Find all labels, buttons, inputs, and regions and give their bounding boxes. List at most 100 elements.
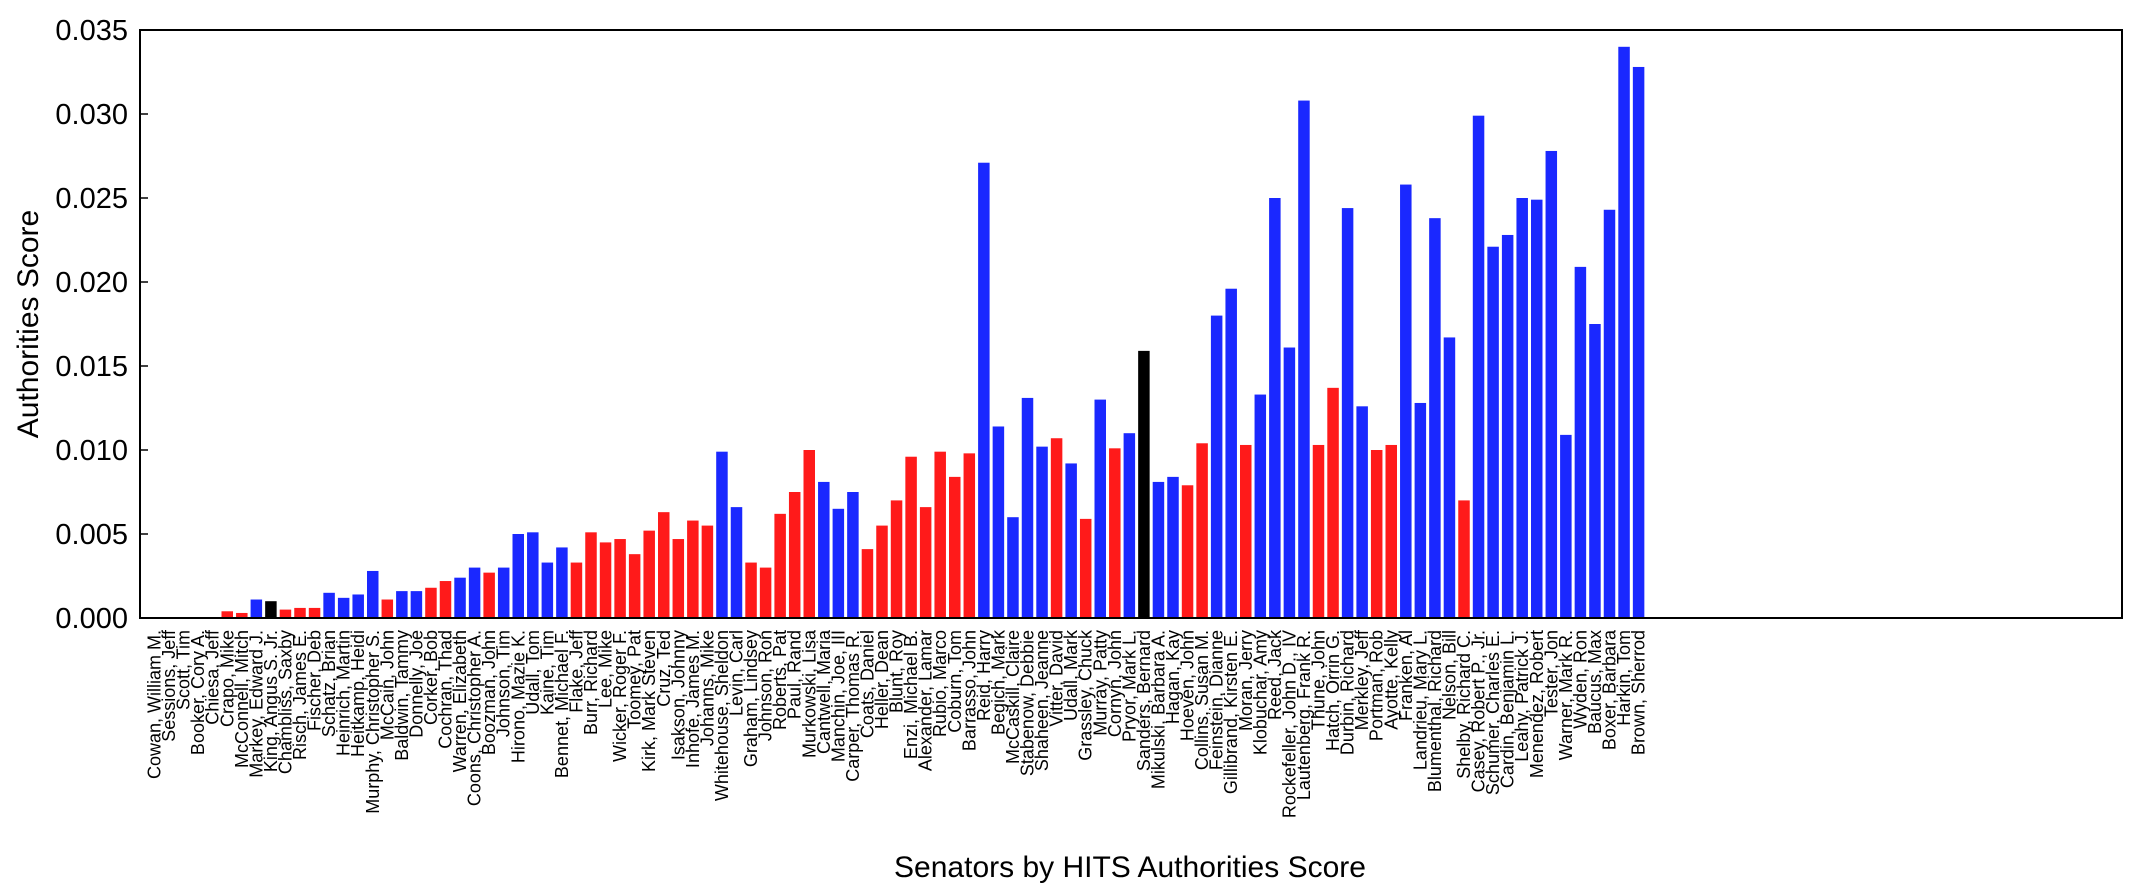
x-tick-label: Kirk, Mark Steven xyxy=(639,630,659,772)
x-tick-label: Hatch, Orrin G. xyxy=(1323,630,1343,751)
x-tick-label: Johanns, Mike xyxy=(697,630,717,746)
x-tick-label: Whitehouse, Sheldon xyxy=(712,630,732,801)
bar xyxy=(716,451,728,618)
bar xyxy=(221,611,233,618)
bar xyxy=(497,567,510,618)
x-tick-label: Boozman, John xyxy=(479,630,499,755)
x-tick-label: Cantwell, Maria xyxy=(814,629,834,754)
x-tick-label: Nelson, Bill xyxy=(1439,630,1459,720)
x-tick-label: Crapo, Mike xyxy=(217,630,237,727)
bar xyxy=(1618,46,1630,619)
bar xyxy=(1123,433,1136,618)
x-tick-label: Barrasso, John xyxy=(959,630,979,751)
x-tick-label: Klobuchar, Amy xyxy=(1250,630,1270,755)
bar xyxy=(381,599,394,618)
x-tick-label: Shelby, Richard C. xyxy=(1454,630,1474,779)
x-tick-label: Toomey, Pat xyxy=(625,630,645,729)
x-tick-label: Udall, Mark xyxy=(1061,629,1081,721)
x-tick-label: Sessions, Jeff xyxy=(159,629,179,742)
bar xyxy=(803,450,815,618)
bar xyxy=(614,539,626,618)
bar xyxy=(949,476,961,618)
bar xyxy=(527,532,539,618)
bar xyxy=(396,591,408,618)
bar xyxy=(759,567,772,618)
x-tick-label: Casey, Robert P., Jr. xyxy=(1469,630,1489,792)
bar xyxy=(294,607,306,618)
y-axis: 0.000 0.005 0.010 0.015 0.020 0.025 0.030 0.035 xyxy=(55,15,148,635)
y-tick-label: 0.000 xyxy=(55,603,128,635)
bar xyxy=(1458,500,1470,618)
x-tick-label: Levin, Carl xyxy=(727,630,747,716)
bar xyxy=(818,481,830,618)
x-tick-label: Corker, Bob xyxy=(421,630,441,725)
bar xyxy=(1370,450,1383,618)
bar xyxy=(1501,234,1514,618)
bar xyxy=(1400,184,1412,618)
x-tick-label: Feinstein, Dianne xyxy=(1207,630,1227,770)
bar xyxy=(992,426,1005,618)
x-tick-label: Collins, Susan M. xyxy=(1192,630,1212,770)
x-tick-label: Chambliss, Saxby xyxy=(275,630,295,774)
bars-group xyxy=(221,46,1645,619)
x-tick-label: Coons, Christopher A. xyxy=(465,630,485,806)
bar xyxy=(1269,198,1281,618)
x-tick-label: McCain, John xyxy=(377,630,397,740)
bar xyxy=(337,597,350,618)
x-tick-label: Booker, Cory A. xyxy=(188,630,208,755)
bar xyxy=(1094,399,1106,618)
bar xyxy=(788,492,801,618)
bar xyxy=(628,554,641,618)
bar xyxy=(367,570,379,618)
bar xyxy=(774,513,786,618)
bar xyxy=(1312,444,1325,618)
x-tick-label: Durbin, Richard xyxy=(1338,630,1358,755)
x-tick-label: Murphy, Christopher S. xyxy=(363,630,383,814)
x-tick-label: Murkowski, Lisa xyxy=(799,629,819,758)
x-tick-label: Paul, Rand xyxy=(785,630,805,719)
x-axis-title: Senators by HITS Authorities Score xyxy=(894,851,1366,884)
bar xyxy=(1429,218,1441,618)
bar xyxy=(847,492,859,618)
y-tick-label: 0.020 xyxy=(55,267,128,299)
x-tick-label: Schatz, Brian xyxy=(319,630,339,737)
x-tick-label: Boxer, Barbara xyxy=(1600,629,1620,750)
x-tick-label: Fischer, Deb xyxy=(305,630,325,731)
bar xyxy=(1487,246,1499,618)
x-tick-label: Ayotte, Kelly xyxy=(1381,630,1401,730)
x-tick-label: Harkin, Tom xyxy=(1614,630,1634,726)
bar xyxy=(1327,387,1339,618)
bar xyxy=(730,507,743,618)
x-tick-label: Blunt, Roy xyxy=(887,630,907,713)
bar xyxy=(1283,347,1296,618)
y-tick-label: 0.035 xyxy=(55,15,128,47)
bar xyxy=(279,609,292,618)
bar xyxy=(1138,350,1150,618)
bar xyxy=(890,500,903,618)
x-tick-label: Blumenthal, Richard xyxy=(1425,630,1445,792)
bar xyxy=(1341,208,1354,618)
x-tick-label: Roberts, Pat xyxy=(770,630,790,730)
x-tick-label: Stabenow, Debbie xyxy=(1018,630,1038,776)
x-tick-label: Heitkamp, Heidi xyxy=(348,630,368,757)
bar xyxy=(439,581,452,618)
x-tick-label: Isakson, Johnny xyxy=(668,630,688,760)
y-tick-label: 0.025 xyxy=(55,183,128,215)
x-tick-label: Merkley, Jeff xyxy=(1352,629,1372,730)
x-tick-label: Hoeven, John xyxy=(1178,630,1198,741)
x-tick-label: Heller, Dean xyxy=(872,630,892,729)
x-tick-label: Warner, Mark R. xyxy=(1556,630,1576,760)
bar xyxy=(745,562,757,618)
x-tick-label: Scott, Tim xyxy=(174,630,194,710)
bar xyxy=(425,587,437,618)
x-tick-label: Murray, Patty xyxy=(1090,630,1110,736)
bar xyxy=(1036,446,1048,618)
x-tick-label: Carper, Thomas R. xyxy=(843,630,863,782)
bar xyxy=(585,532,597,618)
x-tick-label: Menendez, Robert xyxy=(1527,630,1547,778)
x-tick-label: Kaine, Tim xyxy=(537,630,557,715)
bar xyxy=(672,539,685,618)
bar xyxy=(1603,209,1616,618)
